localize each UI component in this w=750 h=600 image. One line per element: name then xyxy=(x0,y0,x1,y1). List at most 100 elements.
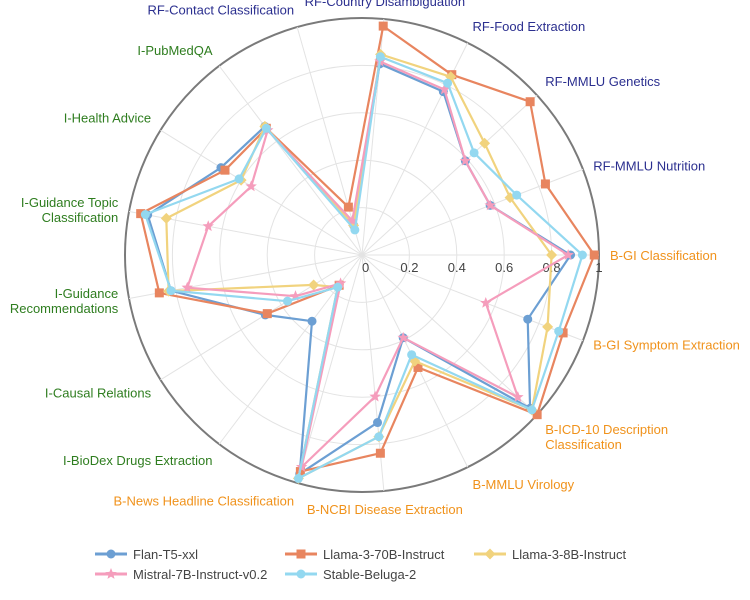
data-point xyxy=(546,249,558,261)
legend-swatch-marker xyxy=(484,548,496,560)
category-label-line: Recommendations xyxy=(10,301,119,316)
data-point xyxy=(443,78,453,88)
data-point xyxy=(374,432,384,442)
category-label: RF-Food Extraction xyxy=(473,19,586,34)
data-point xyxy=(154,288,164,298)
data-point xyxy=(558,328,568,338)
data-point xyxy=(512,190,522,200)
legend-item: Llama-3-70B-Instruct xyxy=(285,547,445,562)
data-point xyxy=(350,225,360,235)
data-point xyxy=(261,123,271,133)
data-point xyxy=(554,326,564,336)
data-point xyxy=(181,281,193,293)
grid-spoke xyxy=(361,94,538,256)
data-point xyxy=(512,391,524,402)
data-point xyxy=(540,179,550,189)
legend-label: Stable-Beluga-2 xyxy=(323,567,416,582)
series-mistral-7b-instruct-v0-2 xyxy=(181,55,574,472)
data-point xyxy=(397,331,409,343)
category-label-line: I-Guidance xyxy=(55,286,119,301)
data-point xyxy=(375,52,385,62)
category-label-line: Classification xyxy=(545,437,622,452)
legend-item: Llama-3-8B-Instruct xyxy=(474,547,627,562)
legend-swatch-marker xyxy=(105,568,117,579)
data-point xyxy=(293,473,303,483)
data-point xyxy=(136,209,146,219)
data-point xyxy=(140,209,150,219)
radial-tick-labels: 0 0.2 0.4 0.6 0.8 1 xyxy=(362,260,603,275)
data-point xyxy=(282,296,292,306)
category-label: RF-MMLU Genetics xyxy=(545,74,660,89)
legend-label: Flan-T5-xxl xyxy=(133,547,198,562)
data-point xyxy=(479,137,491,149)
radial-tick-label: 1 xyxy=(595,260,602,275)
data-point xyxy=(480,296,492,308)
data-point xyxy=(407,350,417,360)
radial-tick-label: 0.2 xyxy=(400,260,418,275)
data-point xyxy=(289,290,302,302)
grid-spoke xyxy=(296,26,363,256)
category-label: I-Guidance Topic Classification xyxy=(21,195,119,225)
legend-swatch-marker xyxy=(296,569,306,579)
data-point xyxy=(234,174,244,184)
series-line xyxy=(139,25,596,473)
radial-tick-label: 0 xyxy=(362,260,369,275)
data-point xyxy=(166,286,176,296)
data-point xyxy=(308,279,320,291)
data-point xyxy=(220,165,230,175)
grid-spoke xyxy=(361,254,538,416)
legend-item: Flan-T5-xxl xyxy=(95,547,198,562)
grid-spoke xyxy=(218,65,363,256)
data-point xyxy=(334,277,347,289)
data-point xyxy=(525,97,535,107)
data-point xyxy=(245,180,257,192)
legend: Flan-T5-xxl Llama-3-70B-Instruct Llama-3-8… xyxy=(95,547,627,582)
category-label: I-Guidance Recommendations xyxy=(10,286,119,316)
data-point xyxy=(262,309,272,319)
data-point xyxy=(333,282,343,292)
legend-swatch-marker xyxy=(296,549,306,559)
legend-item: Stable-Beluga-2 xyxy=(285,567,416,582)
legend-label: Llama-3-70B-Instruct xyxy=(323,547,445,562)
data-point xyxy=(589,250,599,260)
category-labels: B-GI Classification B-GI Symptom Extracti… xyxy=(10,0,740,517)
data-point xyxy=(459,154,472,166)
category-label: I-PubMedQA xyxy=(137,43,212,58)
radial-tick-label: 0.4 xyxy=(448,260,466,275)
category-label: B-News Headline Classification xyxy=(113,494,294,509)
category-label-line: Classification xyxy=(42,210,119,225)
category-label-line: I-Guidance Topic xyxy=(21,195,119,210)
series-stable-beluga-2 xyxy=(140,52,587,483)
data-point xyxy=(373,418,383,428)
series-line xyxy=(144,55,584,480)
data-point xyxy=(484,199,496,211)
category-label: RF-MMLU Nutrition xyxy=(593,158,705,173)
legend-label: Mistral-7B-Instruct-v0.2 xyxy=(133,567,267,582)
legend-item: Mistral-7B-Instruct-v0.2 xyxy=(95,567,267,582)
data-point xyxy=(532,410,542,420)
data-point xyxy=(562,249,574,260)
data-point xyxy=(375,448,385,458)
data-point xyxy=(343,202,353,212)
legend-swatch-marker xyxy=(106,549,116,559)
series-layer xyxy=(136,21,599,484)
legend-label: Llama-3-8B-Instruct xyxy=(512,547,627,562)
data-point xyxy=(469,148,479,158)
category-label: B-GI Symptom Extraction xyxy=(593,338,740,353)
category-label: I-BioDex Drugs Extraction xyxy=(63,453,213,468)
data-point xyxy=(307,316,317,326)
category-label: B-MMLU Virology xyxy=(473,477,575,492)
grid-spoke xyxy=(160,254,363,381)
category-label: I-Health Advice xyxy=(64,110,151,125)
data-point xyxy=(413,362,423,372)
radial-tick-label: 0.6 xyxy=(495,260,513,275)
category-label: B-GI Classification xyxy=(610,248,717,263)
data-point xyxy=(378,21,388,31)
data-point xyxy=(438,83,451,95)
data-point xyxy=(523,314,533,324)
data-point xyxy=(527,405,537,415)
data-point xyxy=(202,220,214,232)
grid-spoke xyxy=(160,129,363,256)
category-label: RF-Country Disambiguation xyxy=(305,0,465,9)
